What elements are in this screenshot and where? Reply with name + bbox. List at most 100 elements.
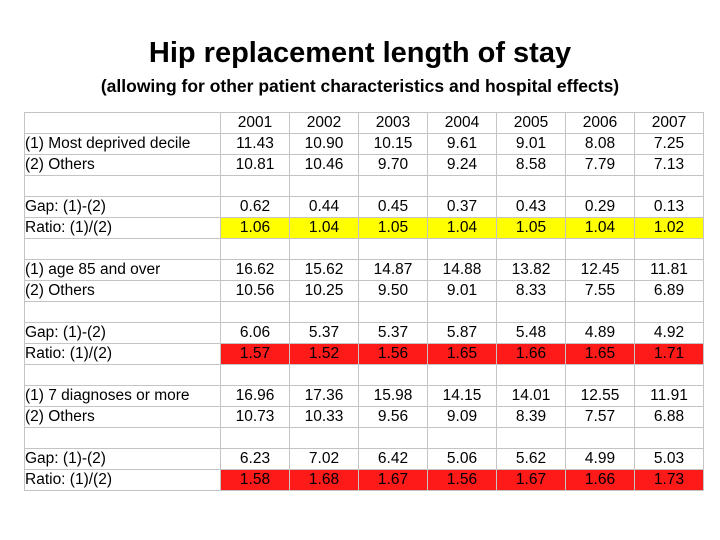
value-cell: 1.73 bbox=[634, 469, 704, 491]
value-cell bbox=[358, 364, 428, 386]
value-cell: 0.45 bbox=[358, 196, 428, 218]
value-cell bbox=[358, 427, 428, 449]
value-cell: 16.62 bbox=[220, 259, 290, 281]
value-cell: 6.23 bbox=[220, 448, 290, 470]
page-subtitle: (allowing for other patient characterist… bbox=[100, 76, 620, 96]
value-cell: 6.42 bbox=[358, 448, 428, 470]
value-cell: 1.68 bbox=[289, 469, 359, 491]
value-cell: 4.99 bbox=[565, 448, 635, 470]
value-cell bbox=[220, 364, 290, 386]
year-header: 2002 bbox=[289, 112, 359, 134]
row-label: Ratio: (1)/(2) bbox=[24, 217, 221, 239]
value-cell: 6.88 bbox=[634, 406, 704, 428]
value-cell: 9.01 bbox=[496, 133, 566, 155]
value-cell bbox=[427, 175, 497, 197]
value-cell: 8.08 bbox=[565, 133, 635, 155]
value-cell: 7.02 bbox=[289, 448, 359, 470]
value-cell bbox=[634, 238, 704, 260]
value-cell: 1.67 bbox=[358, 469, 428, 491]
value-cell: 12.45 bbox=[565, 259, 635, 281]
spacer-row bbox=[24, 175, 704, 197]
value-cell: 10.15 bbox=[358, 133, 428, 155]
value-cell: 1.04 bbox=[565, 217, 635, 239]
value-cell: 6.06 bbox=[220, 322, 290, 344]
value-cell: 7.79 bbox=[565, 154, 635, 176]
row-label: Ratio: (1)/(2) bbox=[24, 343, 221, 365]
value-cell: 9.09 bbox=[427, 406, 497, 428]
value-cell: 0.13 bbox=[634, 196, 704, 218]
value-cell: 8.58 bbox=[496, 154, 566, 176]
value-cell bbox=[358, 238, 428, 260]
row-label: Gap: (1)-(2) bbox=[24, 448, 221, 470]
value-cell: 9.70 bbox=[358, 154, 428, 176]
value-cell: 7.57 bbox=[565, 406, 635, 428]
value-cell bbox=[427, 427, 497, 449]
value-cell: 5.03 bbox=[634, 448, 704, 470]
table-row: (1) 7 diagnoses or more 16.96 17.36 15.98 14… bbox=[24, 385, 704, 407]
row-label: Ratio: (1)/(2) bbox=[24, 469, 221, 491]
value-cell bbox=[427, 364, 497, 386]
year-header: 2004 bbox=[427, 112, 497, 134]
value-cell: 1.66 bbox=[496, 343, 566, 365]
value-cell: 10.90 bbox=[289, 133, 359, 155]
row-label: (2) Others bbox=[24, 280, 221, 302]
row-label: Gap: (1)-(2) bbox=[24, 322, 221, 344]
header-label-cell bbox=[24, 112, 221, 134]
value-cell: 9.61 bbox=[427, 133, 497, 155]
value-cell: 9.01 bbox=[427, 280, 497, 302]
year-header: 2005 bbox=[496, 112, 566, 134]
table-row: Ratio: (1)/(2) 1.06 1.04 1.05 1.04 1.05 1.04 1.… bbox=[24, 217, 704, 239]
value-cell bbox=[427, 238, 497, 260]
value-cell bbox=[565, 175, 635, 197]
page-title: Hip replacement length of stay bbox=[148, 37, 572, 69]
value-cell: 14.88 bbox=[427, 259, 497, 281]
value-cell: 7.13 bbox=[634, 154, 704, 176]
value-cell: 0.44 bbox=[289, 196, 359, 218]
table-row: Gap: (1)-(2) 6.23 7.02 6.42 5.06 5.62 4.99 5.03 bbox=[24, 448, 704, 470]
spacer-row bbox=[24, 301, 704, 323]
value-cell: 13.82 bbox=[496, 259, 566, 281]
value-cell: 9.56 bbox=[358, 406, 428, 428]
value-cell: 10.73 bbox=[220, 406, 290, 428]
value-cell: 9.24 bbox=[427, 154, 497, 176]
row-label bbox=[24, 301, 221, 323]
year-header: 2007 bbox=[634, 112, 704, 134]
value-cell bbox=[565, 238, 635, 260]
spacer-row bbox=[24, 238, 704, 260]
value-cell: 11.81 bbox=[634, 259, 704, 281]
value-cell: 5.37 bbox=[358, 322, 428, 344]
length-of-stay-table: 2001 2002 2003 2004 2005 2006 2007 (1) M… bbox=[24, 112, 704, 491]
value-cell bbox=[634, 301, 704, 323]
value-cell: 1.57 bbox=[220, 343, 290, 365]
value-cell: 5.37 bbox=[289, 322, 359, 344]
value-cell: 9.50 bbox=[358, 280, 428, 302]
value-cell bbox=[358, 301, 428, 323]
table-row: Gap: (1)-(2) 6.06 5.37 5.37 5.87 5.48 4.89 4.92 bbox=[24, 322, 704, 344]
year-header: 2001 bbox=[220, 112, 290, 134]
spacer-row bbox=[24, 364, 704, 386]
value-cell: 4.92 bbox=[634, 322, 704, 344]
value-cell bbox=[496, 364, 566, 386]
row-label: (1) 7 diagnoses or more bbox=[24, 385, 221, 407]
value-cell: 5.48 bbox=[496, 322, 566, 344]
value-cell bbox=[565, 427, 635, 449]
value-cell: 5.62 bbox=[496, 448, 566, 470]
value-cell: 5.06 bbox=[427, 448, 497, 470]
value-cell bbox=[496, 427, 566, 449]
value-cell bbox=[634, 364, 704, 386]
value-cell: 10.25 bbox=[289, 280, 359, 302]
table-row: Gap: (1)-(2) 0.62 0.44 0.45 0.37 0.43 0.29 0.13 bbox=[24, 196, 704, 218]
value-cell bbox=[220, 238, 290, 260]
value-cell: 0.29 bbox=[565, 196, 635, 218]
row-label bbox=[24, 238, 221, 260]
row-label: (2) Others bbox=[24, 406, 221, 428]
row-label: (1) age 85 and over bbox=[24, 259, 221, 281]
value-cell bbox=[496, 301, 566, 323]
table-row: Ratio: (1)/(2) 1.58 1.68 1.67 1.56 1.67 1.66 1.… bbox=[24, 469, 704, 491]
value-cell: 1.65 bbox=[565, 343, 635, 365]
value-cell: 12.55 bbox=[565, 385, 635, 407]
row-label bbox=[24, 364, 221, 386]
value-cell: 0.37 bbox=[427, 196, 497, 218]
value-cell: 1.04 bbox=[427, 217, 497, 239]
value-cell bbox=[634, 427, 704, 449]
